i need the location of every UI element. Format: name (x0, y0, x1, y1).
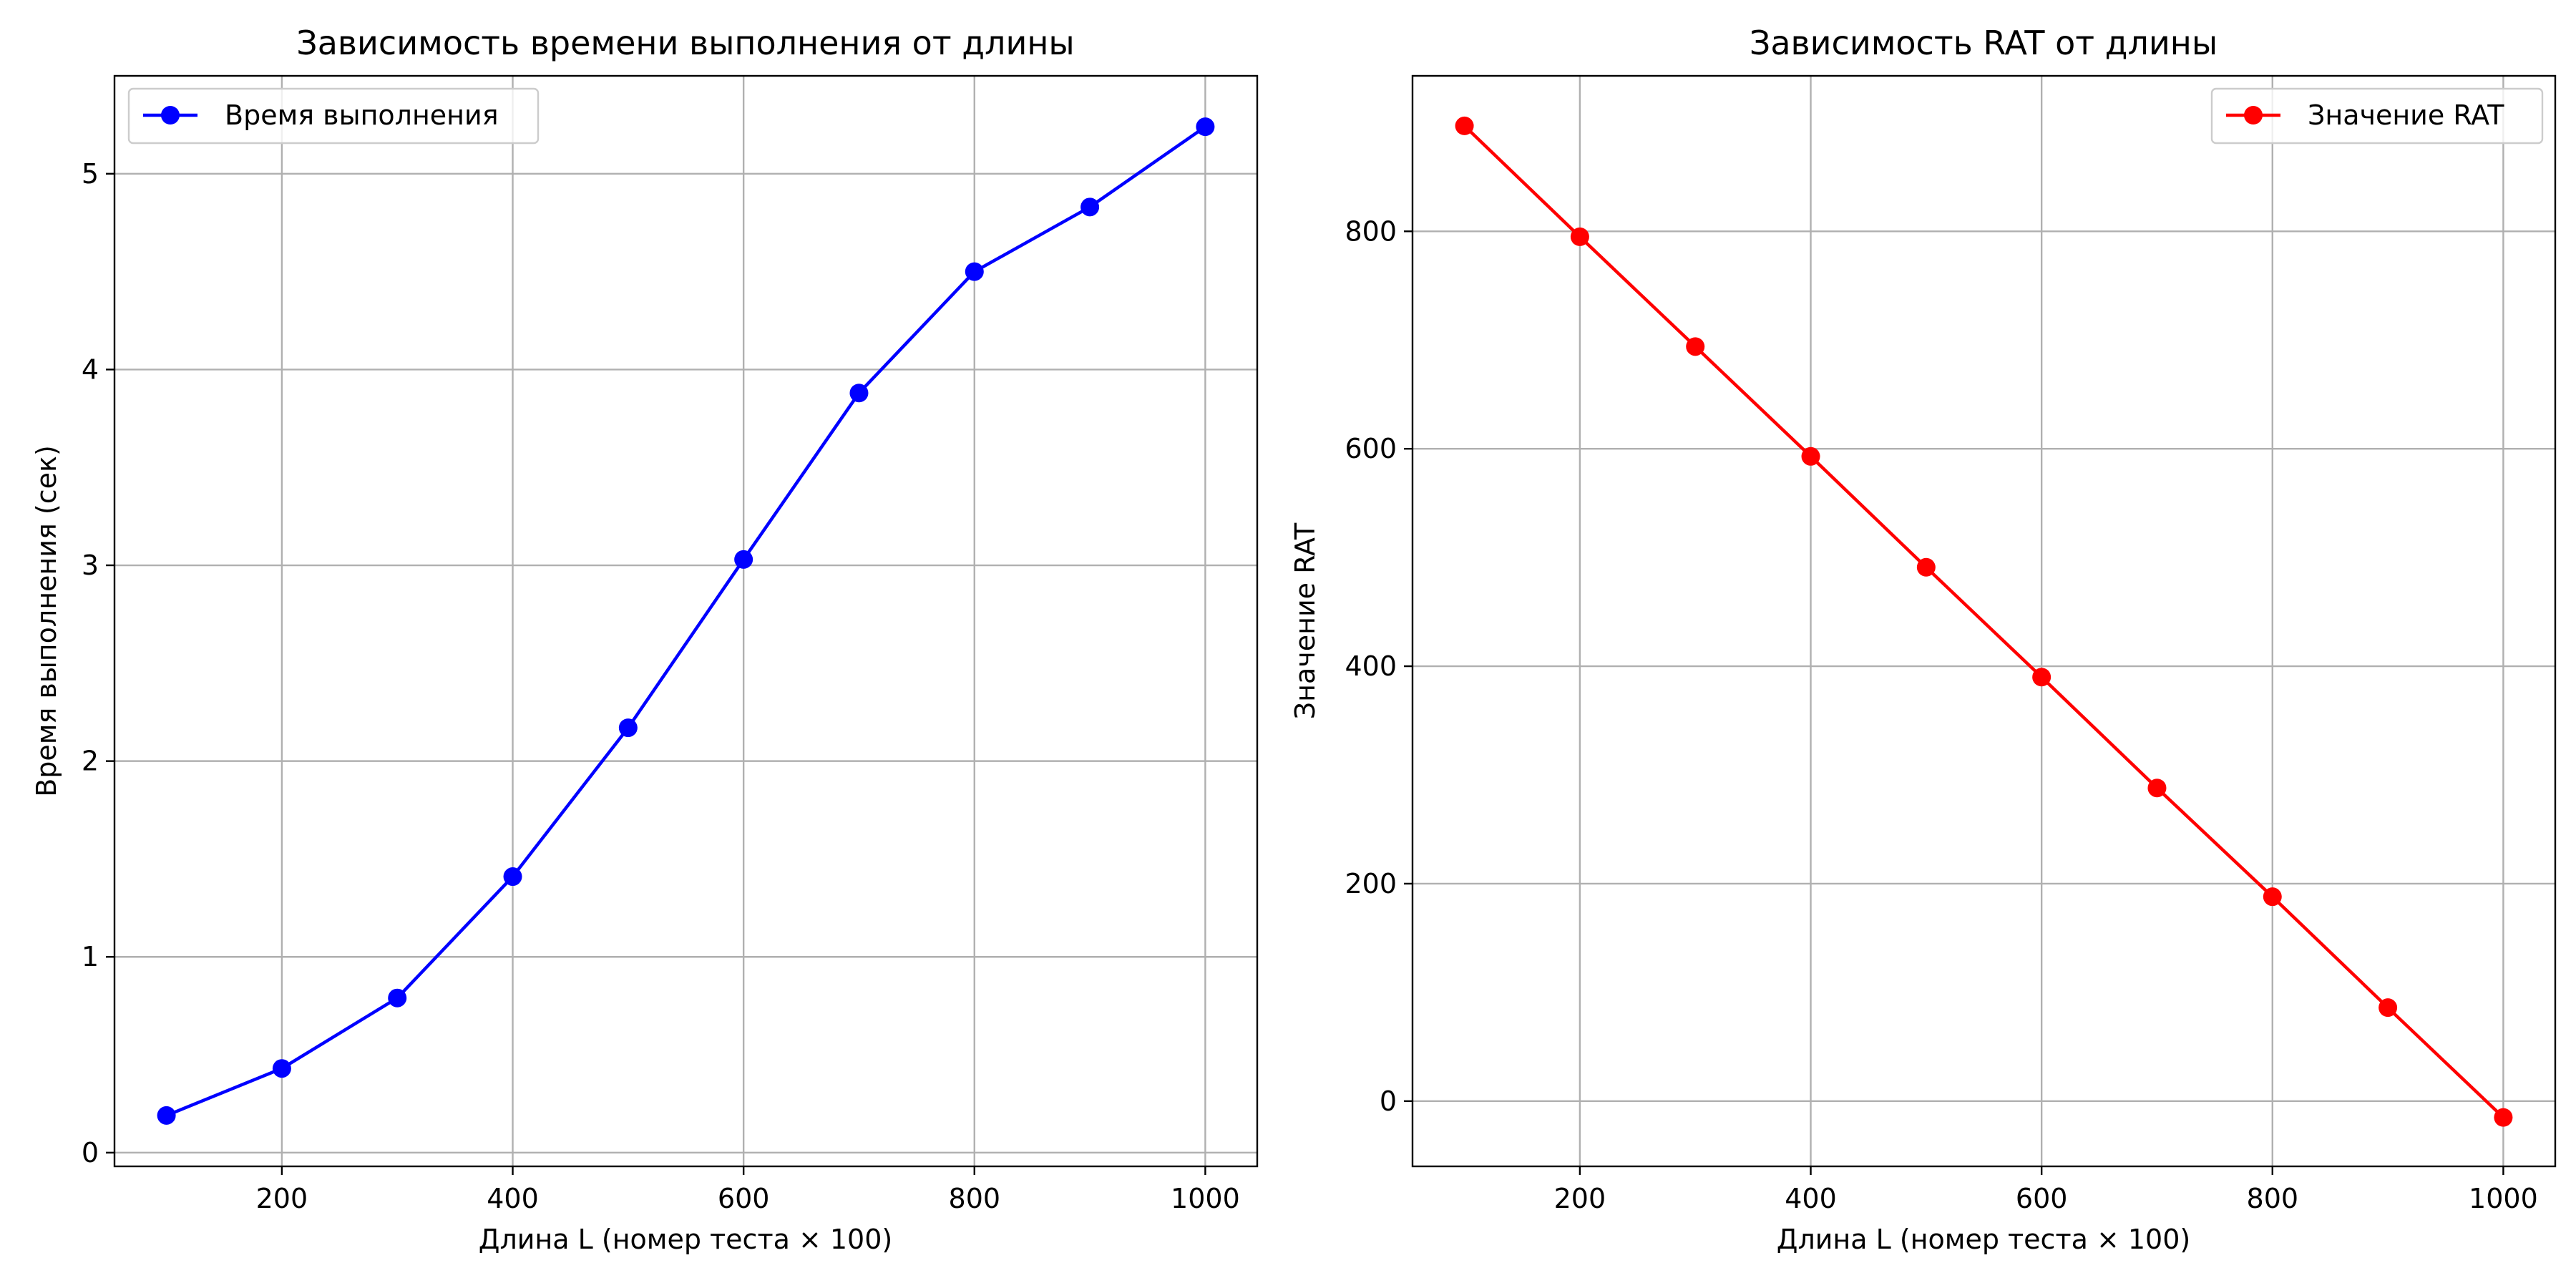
chart-title: Зависимость времени выполнения от длины (296, 24, 1075, 62)
y-tick-label: 800 (1345, 215, 1397, 247)
x-tick-label: 1000 (2469, 1183, 2538, 1214)
data-point-marker (2147, 779, 2167, 798)
x-tick-label: 400 (1785, 1183, 1837, 1214)
x-tick-label: 200 (1554, 1183, 1606, 1214)
x-tick-label: 600 (2016, 1183, 2068, 1214)
legend-entry-label: Время выполнения (225, 99, 499, 131)
y-tick-label: 3 (82, 550, 99, 581)
data-point-marker (157, 1106, 176, 1125)
series-line (165, 125, 1206, 1117)
execution-time-chart: Зависимость времени выполнения от длины … (31, 24, 1259, 1255)
data-point-marker (2032, 668, 2051, 687)
y-tick-label: 0 (1380, 1085, 1397, 1117)
legend: Время выполнения (127, 87, 540, 145)
series-layer (1455, 116, 2513, 1127)
data-point-marker (272, 1059, 291, 1078)
x-tick-label: 400 (487, 1183, 539, 1214)
data-point-marker (1686, 337, 1705, 356)
data-point-marker (1196, 117, 1215, 137)
rat-value-chart: Зависимость RAT от длины 200 400 600 800 100… (1289, 24, 2557, 1255)
y-axis-label: Время выполнения (сек) (31, 445, 62, 797)
axes-frame (113, 74, 1259, 1168)
y-tick-label: 400 (1345, 650, 1397, 682)
data-point-marker (734, 550, 753, 569)
x-tick-label: 200 (256, 1183, 308, 1214)
y-tick-label: 600 (1345, 433, 1397, 464)
data-point-marker (849, 384, 869, 403)
data-point-marker (1080, 197, 1100, 217)
grid (114, 76, 1257, 1166)
y-axis-label: Значение RAT (1289, 522, 1321, 719)
legend-box (2210, 87, 2544, 145)
y-tick-label: 2 (82, 746, 99, 777)
x-tick-label: 800 (949, 1183, 1001, 1214)
x-tick-label: 1000 (1171, 1183, 1240, 1214)
y-tick-label: 1 (82, 941, 99, 972)
x-tick-label: 600 (718, 1183, 770, 1214)
data-point-marker (2263, 887, 2282, 907)
axes-frame (1411, 74, 2557, 1168)
x-axis-label: Длина L (номер теста × 100) (1777, 1224, 2190, 1255)
data-point-marker (1455, 116, 1474, 135)
x-tick-label: 800 (2247, 1183, 2299, 1214)
y-tick-label: 200 (1345, 868, 1397, 899)
data-point-marker (965, 262, 984, 281)
data-point-marker (1916, 557, 1936, 577)
data-point-marker (388, 988, 407, 1008)
data-point-marker (2494, 1108, 2513, 1127)
data-point-marker (1801, 447, 1820, 466)
legend: Значение RAT (2210, 87, 2544, 145)
data-point-marker (618, 718, 638, 738)
y-tick-label: 5 (82, 158, 99, 190)
chart-title: Зависимость RAT от длины (1750, 24, 2218, 62)
legend-entry-label: Значение RAT (2308, 99, 2504, 131)
y-tick-label: 4 (82, 353, 99, 385)
grid (1413, 76, 2555, 1166)
series-layer (157, 117, 1215, 1125)
series-line (1463, 125, 2504, 1119)
data-point-marker (503, 867, 522, 887)
data-point-marker (1570, 227, 1589, 246)
ticks: 200 400 600 800 1000 0 1 2 3 4 5 (82, 158, 1240, 1214)
legend-box (127, 87, 540, 145)
ticks: 200 400 600 800 1000 0 200 400 600 800 (1345, 215, 2537, 1214)
data-point-marker (2379, 998, 2398, 1018)
legend-marker-swatch (2244, 106, 2263, 125)
y-tick-label: 0 (82, 1137, 99, 1169)
x-axis-label: Длина L (номер теста × 100) (479, 1224, 892, 1255)
legend-marker-swatch (161, 106, 180, 125)
